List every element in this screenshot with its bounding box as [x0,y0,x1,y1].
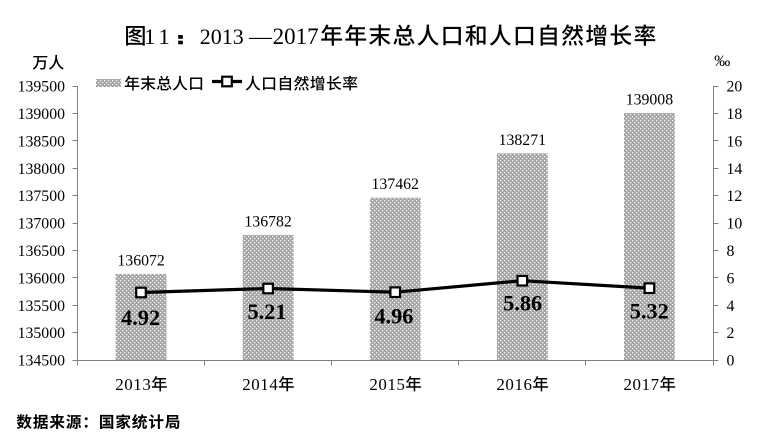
svg-text:137000: 137000 [18,216,65,233]
svg-text:4: 4 [727,298,735,315]
svg-text:139500: 139500 [18,79,65,96]
svg-text:18: 18 [727,106,743,123]
svg-text:137462: 137462 [372,176,419,193]
svg-text:138000: 138000 [18,161,65,178]
svg-text:135500: 135500 [18,298,65,315]
svg-text:—: — [248,24,273,49]
svg-text:1: 1 [144,24,155,49]
svg-text:138500: 138500 [18,133,65,150]
svg-text:12: 12 [727,188,743,205]
svg-text:2016: 2016 [496,375,532,394]
svg-text:1: 1 [158,24,169,49]
svg-text:2: 2 [727,325,735,342]
svg-text:20: 20 [727,79,743,96]
svg-text:0: 0 [727,353,735,370]
svg-text:5.21: 5.21 [247,299,286,324]
svg-text:4.96: 4.96 [374,304,413,329]
svg-text:4.92: 4.92 [121,305,160,330]
svg-text:2013: 2013 [200,24,244,49]
svg-text:6: 6 [727,270,735,287]
svg-text:136000: 136000 [18,270,65,287]
svg-text:10: 10 [727,216,743,233]
svg-text:135000: 135000 [18,325,65,342]
svg-text:136782: 136782 [244,213,291,230]
svg-text:138271: 138271 [499,132,546,149]
svg-text:136500: 136500 [18,243,65,260]
svg-text:‰: ‰ [714,53,730,70]
svg-text:8: 8 [727,243,735,260]
svg-text:2015: 2015 [369,375,405,394]
svg-text:2017: 2017 [273,24,319,49]
svg-text:5.86: 5.86 [503,290,542,315]
svg-text:139000: 139000 [18,106,65,123]
svg-text:134500: 134500 [18,353,65,370]
svg-text:2017: 2017 [624,375,660,394]
svg-text:5.32: 5.32 [630,298,669,323]
svg-text:137500: 137500 [18,188,65,205]
svg-text:14: 14 [727,161,743,178]
svg-text:2013: 2013 [115,375,151,394]
svg-text:139008: 139008 [626,92,673,109]
svg-text:16: 16 [727,133,743,150]
svg-text:2014: 2014 [242,375,278,394]
svg-text:136072: 136072 [117,252,164,269]
